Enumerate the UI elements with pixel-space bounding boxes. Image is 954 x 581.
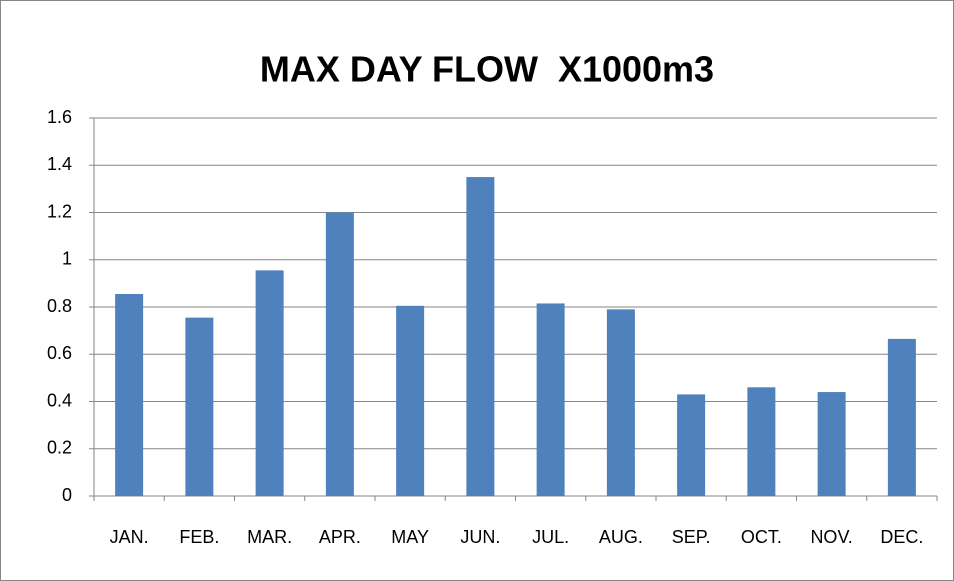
- bar: [255, 270, 284, 496]
- bar: [887, 338, 916, 496]
- x-tick-label: AUG.: [599, 527, 643, 547]
- x-tick-label: MAR.: [247, 527, 292, 547]
- x-tick-label: FEB.: [179, 527, 219, 547]
- chart-title: MAX DAY FLOW X1000m3: [260, 49, 714, 90]
- y-tick-label: 1.4: [47, 154, 72, 174]
- bar: [396, 305, 425, 496]
- x-tick-label: NOV.: [810, 527, 852, 547]
- x-tick-label: JUL.: [532, 527, 569, 547]
- y-tick-label: 0: [62, 485, 72, 505]
- bar: [536, 303, 565, 496]
- bar: [747, 387, 776, 496]
- x-tick-label: DEC.: [880, 527, 923, 547]
- x-tick-label: SEP.: [672, 527, 711, 547]
- bar: [185, 317, 214, 496]
- y-tick-label: 0.4: [47, 390, 72, 410]
- bar: [817, 392, 846, 496]
- y-tick-label: 1.2: [47, 201, 72, 221]
- bar: [115, 294, 144, 496]
- x-tick-label: JUN.: [460, 527, 500, 547]
- y-tick-label: 0.6: [47, 343, 72, 363]
- x-tick-label: APR.: [319, 527, 361, 547]
- y-tick-label: 0.8: [47, 296, 72, 316]
- bar: [325, 212, 354, 496]
- bar: [466, 177, 495, 496]
- x-tick-label: OCT.: [741, 527, 782, 547]
- x-tick-label: JAN.: [110, 527, 149, 547]
- bar: [677, 394, 706, 496]
- y-tick-label: 1: [62, 249, 72, 269]
- bar: [606, 309, 635, 496]
- x-tick-label: MAY: [391, 527, 429, 547]
- y-tick-label: 1.6: [47, 107, 72, 127]
- y-tick-label: 0.2: [47, 438, 72, 458]
